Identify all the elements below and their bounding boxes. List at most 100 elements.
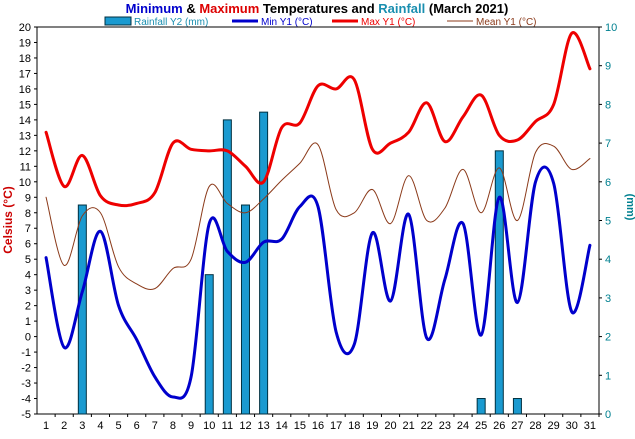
- x-tick-label: 13: [257, 420, 269, 432]
- left-tick-label: 13: [19, 130, 31, 142]
- x-tick-label: 18: [348, 420, 360, 432]
- title-part-2: Maximum: [199, 1, 259, 16]
- left-tick-label: -3: [21, 378, 31, 390]
- x-tick-label: 16: [312, 420, 324, 432]
- y-axis-label-right: (mm): [624, 194, 635, 221]
- right-tick-label: 0: [605, 409, 611, 421]
- x-tick-label: 1: [43, 420, 49, 432]
- x-tick-label: 21: [403, 420, 415, 432]
- rainfall-bar: [240, 204, 250, 415]
- left-tick-label: 18: [19, 53, 31, 65]
- right-tick-label: 9: [605, 61, 611, 73]
- left-tick-label: 0: [25, 332, 31, 344]
- title-part-1: &: [183, 1, 200, 16]
- min-series-line: [44, 165, 592, 400]
- left-tick-label: 19: [19, 37, 31, 49]
- left-tick-label: 1: [25, 316, 31, 328]
- left-tick-label: 2: [25, 301, 31, 313]
- right-axis: 0 1 2 3 4 5 6 7 8 9 10: [599, 22, 617, 421]
- x-tick-label: 22: [421, 420, 433, 432]
- x-tick-label: 20: [384, 420, 396, 432]
- left-tick-label: 15: [19, 99, 31, 111]
- left-tick-label: 5: [25, 254, 31, 266]
- left-tick-label: -1: [21, 347, 31, 359]
- x-tick-label: 8: [170, 420, 176, 432]
- left-tick-label: 9: [25, 192, 31, 204]
- left-tick-label: 6: [25, 239, 31, 251]
- left-tick-label: 3: [25, 285, 31, 297]
- x-tick-label: 3: [79, 420, 85, 432]
- left-tick-label: 12: [19, 146, 31, 158]
- right-tick-label: 8: [605, 99, 611, 111]
- x-tick-label: 26: [493, 420, 505, 432]
- x-tick-label: 27: [511, 420, 523, 432]
- x-tick-label: 7: [152, 420, 158, 432]
- x-tick-label: 4: [97, 420, 103, 432]
- x-tick-label: 9: [188, 420, 194, 432]
- x-tick-label: 14: [276, 420, 288, 432]
- right-tick-label: 7: [605, 138, 611, 150]
- x-tick-label: 12: [239, 420, 251, 432]
- temperature-lines: [44, 31, 592, 400]
- max-series-line: [44, 31, 592, 208]
- x-tick-label: 30: [566, 420, 578, 432]
- title-part-5: (March 2021): [425, 1, 508, 16]
- left-tick-label: 8: [25, 208, 31, 220]
- right-tick-label: 4: [605, 254, 611, 266]
- y-axis-label-left: Celsius (°C): [1, 186, 15, 253]
- x-tick-label: 29: [548, 420, 560, 432]
- left-tick-label: 20: [19, 22, 31, 34]
- right-tick-label: 1: [605, 370, 611, 382]
- rainfall-bar: [512, 398, 522, 415]
- x-tick-label: 31: [584, 420, 596, 432]
- right-tick-label: 6: [605, 177, 611, 189]
- legend-label: Max Y1 (°C): [361, 17, 415, 28]
- chart-title: Minimum & Maximum Temperatures and Rainf…: [126, 1, 509, 16]
- right-tick-label: 5: [605, 216, 611, 228]
- legend-label: Mean Y1 (°C): [476, 17, 537, 28]
- x-tick-label: 15: [294, 420, 306, 432]
- right-tick-label: 10: [605, 22, 617, 34]
- x-tick-label: 6: [134, 420, 140, 432]
- left-tick-label: -4: [21, 394, 31, 406]
- rainfall-bar: [476, 398, 486, 415]
- rainfall-bar: [494, 150, 504, 415]
- rainfall-bar: [259, 111, 269, 415]
- left-tick-label: -2: [21, 363, 31, 375]
- right-tick-label: 3: [605, 293, 611, 305]
- x-tick-label: 25: [475, 420, 487, 432]
- rainfall-bars: [77, 111, 522, 415]
- left-tick-label: 7: [25, 223, 31, 235]
- left-tick-label: 17: [19, 68, 31, 80]
- x-tick-label: 5: [116, 420, 122, 432]
- title-part-3: Temperatures and: [259, 1, 378, 16]
- x-axis: 1 2 3 4 5 6 7 8 9 10 11 12 13 14 15 16 17 18 19 20 21 22 23 24 2…: [43, 414, 600, 432]
- x-tick-label: 10: [203, 420, 215, 432]
- left-tick-label: 10: [19, 177, 31, 189]
- x-tick-label: 17: [330, 420, 342, 432]
- left-tick-label: 4: [25, 270, 31, 282]
- rainfall-bar: [204, 274, 214, 415]
- x-tick-label: 11: [222, 420, 233, 432]
- right-tick-label: 2: [605, 332, 611, 344]
- x-tick-label: 24: [457, 420, 469, 432]
- left-tick-label: 14: [19, 115, 31, 127]
- left-tick-label: 11: [20, 161, 31, 173]
- x-tick-label: 19: [366, 420, 378, 432]
- rainfall-bar: [77, 204, 87, 415]
- left-axis: -5-4-3-2-1012345678910111213141516171819…: [19, 22, 37, 421]
- legend-label: Rainfall Y2 (mm): [134, 17, 208, 28]
- rainfall-bar: [222, 119, 232, 415]
- mean-series-line: [45, 142, 591, 290]
- left-tick-label: 16: [19, 84, 31, 96]
- x-tick-label: 28: [529, 420, 541, 432]
- legend: Rainfall Y2 (mm) Min Y1 (°C) Max Y1 (°C) Me…: [104, 16, 537, 28]
- title-part-4: Rainfall: [378, 1, 425, 16]
- x-tick-label: 23: [439, 420, 451, 432]
- legend-swatch-rainfall: [104, 16, 132, 26]
- x-tick-label: 2: [61, 420, 67, 432]
- title-part-0: Minimum: [126, 1, 183, 16]
- left-tick-label: -5: [21, 409, 31, 421]
